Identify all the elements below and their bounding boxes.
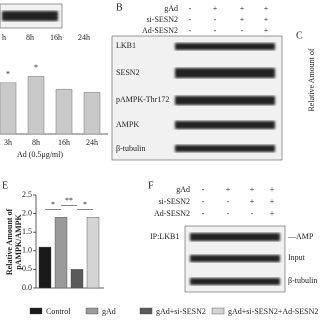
panel-letter: C (296, 30, 303, 41)
bar (27, 76, 45, 135)
condition-sign: - (189, 4, 192, 13)
panel-letter: B (116, 2, 123, 13)
condition-label: gAd (176, 185, 190, 194)
x-tick-label: 24h (86, 138, 98, 147)
y-tick-label: 1.0 (22, 246, 32, 255)
condition-sign: + (264, 4, 269, 13)
condition-label: si-SESN2 (158, 197, 190, 206)
condition-sign: + (226, 185, 231, 194)
time-label: 24h (78, 33, 90, 42)
y-tick-label: 2.0 (22, 208, 32, 217)
y-tick-label: 0.5 (22, 264, 32, 273)
bar (55, 88, 73, 135)
blot-label: β-tubulin (288, 276, 317, 285)
legend-label: gAd+si-SESN2 (156, 307, 206, 316)
x-axis-label: Ad (0.5μg/ml) (17, 150, 63, 159)
y-axis-label: Relative Amount of (307, 48, 316, 111)
blot-label: AMPK (116, 120, 139, 129)
condition-label: gAd (164, 4, 178, 13)
condition-sign: + (213, 4, 218, 13)
condition-sign: - (189, 26, 192, 35)
blot-label: IP:LKB1 (150, 232, 179, 241)
condition-sign: + (270, 209, 275, 218)
annotation: * (34, 63, 38, 72)
condition-sign: + (264, 26, 269, 35)
bands (190, 233, 280, 285)
blot-label: pAMPK-Thr172 (116, 95, 169, 104)
legend-swatch (211, 307, 225, 315)
blot-label: LKB1 (116, 41, 136, 50)
condition-sign: - (202, 209, 205, 218)
band-label: —AMP (287, 232, 314, 241)
legend-label: Control (46, 307, 71, 316)
y-tick-label: 2.5 (22, 190, 32, 199)
panel-letter: E (2, 180, 8, 191)
condition-label: Ad-SESN2 (142, 26, 178, 35)
condition-sign: - (227, 197, 230, 206)
condition-sign: + (240, 15, 245, 24)
legend-swatch (139, 307, 153, 315)
condition-sign: + (250, 197, 255, 206)
bar (54, 217, 68, 289)
condition-label: Ad-SESN2 (154, 209, 190, 218)
x-tick-label: 16h (58, 138, 70, 147)
y-tick-label: 1.5 (22, 227, 32, 236)
condition-sign: - (202, 197, 205, 206)
bands (175, 43, 275, 152)
significance-label: * (83, 200, 87, 209)
condition-sign: - (202, 185, 205, 194)
bar (38, 246, 52, 289)
x-tick-label: 8h (32, 138, 40, 147)
condition-sign: + (250, 185, 255, 194)
y-axis-label: pAMPK/AMPK (14, 213, 23, 269)
condition-sign: + (270, 185, 275, 194)
condition-sign: - (214, 15, 217, 24)
condition-sign: - (241, 26, 244, 35)
y-tick-label: 0.0 (22, 283, 32, 292)
blot-label: β-tubulin (116, 144, 145, 153)
blot-label: SESN2 (116, 68, 140, 77)
condition-sign: + (264, 15, 269, 24)
annotation: * (6, 70, 10, 79)
condition-sign: - (214, 26, 217, 35)
legend-swatch (29, 307, 43, 315)
condition-sign: + (270, 197, 275, 206)
bar (83, 92, 101, 135)
significance-label: * (51, 200, 55, 209)
bar (0, 82, 17, 135)
condition-label: si-SESN2 (146, 15, 178, 24)
time-label: 16h (50, 33, 62, 42)
significance-label: ** (65, 196, 73, 205)
blot-band (2, 11, 58, 21)
x-tick-label: 3h (4, 138, 12, 147)
blot-label: Input (288, 253, 306, 262)
legend-swatch (85, 307, 99, 315)
panel-letter: F (148, 180, 154, 191)
condition-sign: + (240, 4, 245, 13)
time-label: 8h (26, 33, 34, 42)
y-axis-label: Relative Amount of (5, 209, 14, 276)
condition-sign: - (227, 209, 230, 218)
legend-label: gAd (102, 307, 116, 316)
condition-sign: - (189, 15, 192, 24)
time-label: h (2, 33, 6, 42)
bar (70, 269, 84, 289)
legend-label: gAd+si-SESN2+Ad-SESN2 (228, 307, 318, 316)
condition-sign: - (251, 209, 254, 218)
bar (86, 217, 100, 289)
